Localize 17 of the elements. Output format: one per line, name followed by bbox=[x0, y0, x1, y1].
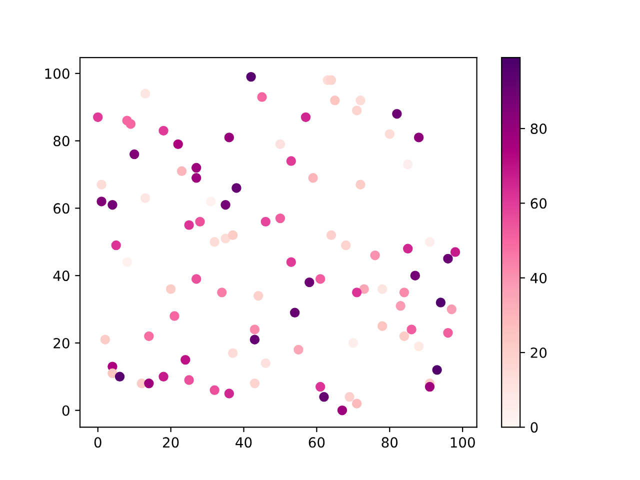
y-tick-label: 60 bbox=[54, 203, 70, 214]
color-bar-label: 20 bbox=[530, 348, 547, 358]
x-tick-label: 40 bbox=[236, 437, 252, 448]
color-bar-label: 0 bbox=[530, 422, 538, 433]
y-tick-label: 0 bbox=[62, 405, 70, 416]
x-tick-label: 100 bbox=[450, 437, 475, 448]
y-tick-label: 80 bbox=[54, 136, 70, 146]
color-bar-label: 80 bbox=[530, 124, 547, 134]
y-tick-label: 40 bbox=[53, 270, 70, 282]
color-bar-label: 40 bbox=[530, 272, 547, 284]
x-tick-label: 60 bbox=[308, 437, 325, 448]
color-bar-label: 60 bbox=[530, 198, 547, 209]
x-tick-label: 0 bbox=[94, 437, 102, 448]
y-tick-label: 100 bbox=[45, 68, 70, 79]
x-tick-label: 80 bbox=[382, 437, 398, 448]
x-tick-label: 20 bbox=[162, 437, 179, 448]
y-tick-label: 20 bbox=[54, 338, 70, 348]
